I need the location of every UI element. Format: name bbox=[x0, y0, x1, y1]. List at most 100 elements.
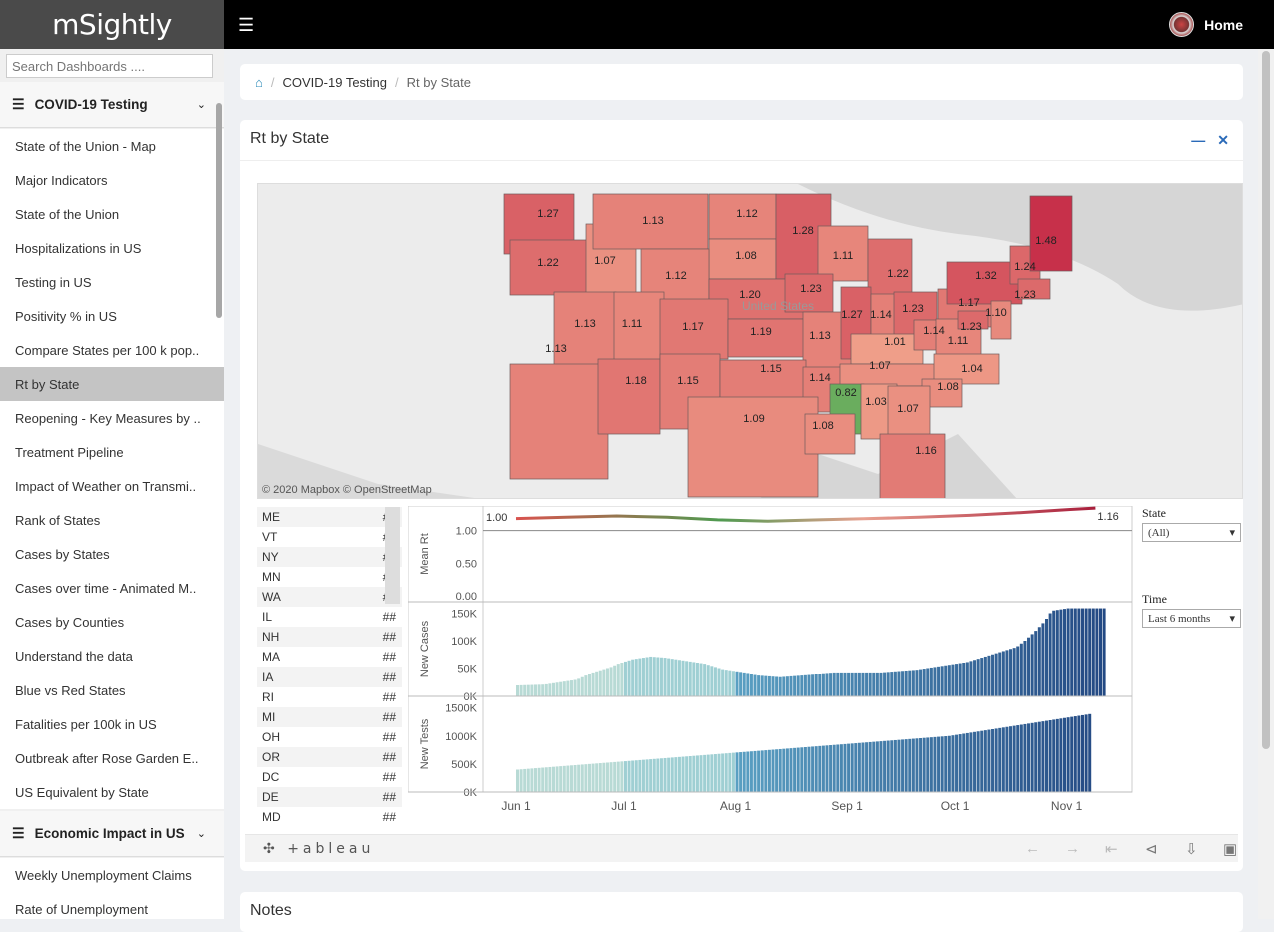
data-bar[interactable] bbox=[713, 754, 717, 792]
data-bar[interactable] bbox=[829, 745, 833, 792]
state-shape-fl[interactable] bbox=[879, 433, 946, 499]
data-bar[interactable] bbox=[584, 764, 588, 792]
data-bar[interactable] bbox=[634, 659, 638, 696]
state-shape-md[interactable] bbox=[957, 310, 989, 330]
data-bar[interactable] bbox=[724, 670, 728, 696]
data-bar[interactable] bbox=[688, 661, 692, 696]
data-bar[interactable] bbox=[667, 658, 671, 696]
state-shape-mi[interactable] bbox=[867, 238, 913, 305]
state-list-row[interactable]: DC ## bbox=[257, 767, 402, 787]
data-bar[interactable] bbox=[929, 667, 933, 696]
data-bar[interactable] bbox=[692, 662, 696, 696]
data-bar[interactable] bbox=[562, 765, 566, 792]
data-bar[interactable] bbox=[706, 665, 710, 696]
data-bar[interactable] bbox=[544, 683, 548, 696]
data-bar[interactable] bbox=[764, 750, 768, 792]
data-bar[interactable] bbox=[1066, 717, 1070, 792]
data-bar[interactable] bbox=[537, 684, 541, 696]
data-bar[interactable] bbox=[623, 661, 627, 696]
data-bar[interactable] bbox=[793, 747, 797, 792]
data-bar[interactable] bbox=[811, 746, 815, 792]
data-bar[interactable] bbox=[850, 743, 854, 792]
data-bar[interactable] bbox=[965, 662, 969, 696]
data-bar[interactable] bbox=[605, 668, 609, 697]
data-bar[interactable] bbox=[667, 757, 671, 792]
data-bar[interactable] bbox=[951, 664, 955, 696]
data-bar[interactable] bbox=[523, 684, 527, 696]
data-bar[interactable] bbox=[983, 730, 987, 792]
page-scrollbar-thumb[interactable] bbox=[1262, 51, 1270, 749]
data-bar[interactable] bbox=[760, 750, 764, 792]
sidebar-item[interactable]: Weekly Unemployment Claims bbox=[0, 858, 224, 892]
data-bar[interactable] bbox=[908, 670, 912, 696]
data-bar[interactable] bbox=[937, 666, 941, 696]
sidebar-item[interactable]: Cases over time - Animated M.. bbox=[0, 571, 224, 605]
data-bar[interactable] bbox=[1070, 716, 1074, 792]
data-bar[interactable] bbox=[742, 672, 746, 696]
data-bar[interactable] bbox=[987, 729, 991, 792]
data-bar[interactable] bbox=[645, 657, 649, 697]
state-list-row[interactable]: IL ## bbox=[257, 607, 402, 627]
data-bar[interactable] bbox=[767, 749, 771, 792]
data-bar[interactable] bbox=[598, 763, 602, 792]
data-bar[interactable] bbox=[1041, 721, 1045, 792]
data-bar[interactable] bbox=[721, 669, 725, 696]
data-bar[interactable] bbox=[753, 674, 757, 696]
data-bar[interactable] bbox=[800, 747, 804, 792]
state-list-row[interactable]: WA## bbox=[257, 587, 402, 607]
state-list-row[interactable]: MD ## bbox=[257, 807, 402, 822]
state-shape-nj[interactable] bbox=[990, 300, 1012, 340]
state-list-row[interactable]: VT## bbox=[257, 527, 402, 547]
data-bar[interactable] bbox=[623, 761, 627, 792]
data-bar[interactable] bbox=[577, 764, 581, 792]
data-bar[interactable] bbox=[692, 755, 696, 792]
data-bar[interactable] bbox=[1012, 725, 1016, 792]
data-bar[interactable] bbox=[631, 659, 635, 696]
redo-icon[interactable]: → bbox=[1065, 840, 1080, 857]
state-shape-or[interactable] bbox=[509, 239, 593, 296]
data-bar[interactable] bbox=[861, 742, 865, 793]
data-bar[interactable] bbox=[616, 761, 620, 792]
sidebar-item[interactable]: Rank of States bbox=[0, 503, 224, 537]
home-icon[interactable]: ⌂ bbox=[255, 74, 263, 90]
data-bar[interactable] bbox=[699, 755, 703, 792]
data-bar[interactable] bbox=[620, 663, 624, 696]
data-bar[interactable] bbox=[587, 674, 591, 696]
time-filter-select[interactable]: Last 6 months ▾ bbox=[1142, 609, 1241, 628]
data-bar[interactable] bbox=[613, 665, 617, 696]
data-bar[interactable] bbox=[1066, 608, 1070, 696]
data-bar[interactable] bbox=[688, 756, 692, 792]
state-list-row[interactable]: NY## bbox=[257, 547, 402, 567]
data-bar[interactable] bbox=[1091, 608, 1095, 696]
data-bar[interactable] bbox=[962, 733, 966, 793]
data-bar[interactable] bbox=[566, 680, 570, 696]
data-bar[interactable] bbox=[933, 736, 937, 792]
data-bar[interactable] bbox=[1102, 608, 1106, 696]
data-bar[interactable] bbox=[674, 659, 678, 696]
data-bar[interactable] bbox=[872, 741, 876, 792]
data-bar[interactable] bbox=[735, 671, 739, 696]
data-bar[interactable] bbox=[1063, 717, 1067, 792]
data-bar[interactable] bbox=[649, 656, 653, 696]
data-bar[interactable] bbox=[677, 756, 681, 792]
data-bar[interactable] bbox=[897, 671, 901, 696]
data-bar[interactable] bbox=[803, 747, 807, 792]
state-shape-ut[interactable] bbox=[613, 291, 665, 363]
data-bar[interactable] bbox=[991, 729, 995, 792]
data-bar[interactable] bbox=[598, 670, 602, 696]
sidebar-item[interactable]: US Equivalent by State bbox=[0, 775, 224, 809]
data-bar[interactable] bbox=[1012, 648, 1016, 696]
data-bar[interactable] bbox=[695, 755, 699, 792]
data-bar[interactable] bbox=[706, 754, 710, 792]
state-shape-la[interactable] bbox=[804, 413, 856, 455]
sidebar-item[interactable]: Major Indicators bbox=[0, 163, 224, 197]
data-bar[interactable] bbox=[782, 676, 786, 696]
data-bar[interactable] bbox=[1048, 613, 1052, 697]
data-bar[interactable] bbox=[764, 675, 768, 696]
data-bar[interactable] bbox=[814, 746, 818, 792]
data-bar[interactable] bbox=[551, 682, 555, 696]
data-bar[interactable] bbox=[825, 673, 829, 696]
data-bar[interactable] bbox=[875, 741, 879, 792]
data-bar[interactable] bbox=[947, 665, 951, 696]
page-scrollbar[interactable] bbox=[1258, 49, 1274, 919]
